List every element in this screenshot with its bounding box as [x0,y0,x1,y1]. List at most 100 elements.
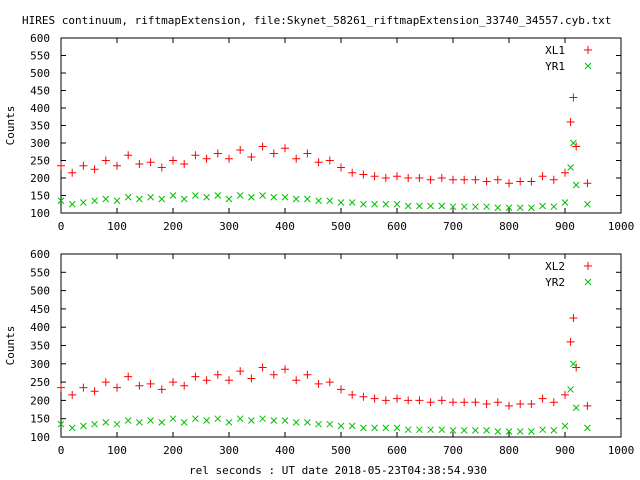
data-point [416,202,423,210]
y-tick-label: 250 [30,376,50,389]
data-point [270,417,278,424]
data-point [472,203,479,211]
data-point [381,174,390,182]
y-tick-label: 500 [30,67,50,80]
data-point [516,204,524,212]
data-point [147,193,154,201]
data-point [561,390,569,399]
data-point [180,160,189,168]
data-point [359,170,368,179]
data-point [584,424,591,432]
data-point [248,193,255,201]
data-point [158,419,166,426]
y-axis-label: Counts [4,326,17,366]
data-point [68,168,77,177]
data-point [505,204,513,212]
data-point [270,193,278,201]
y-tick-label: 350 [30,120,50,133]
data-point [202,154,211,163]
data-point [493,175,502,184]
data-point [449,175,457,184]
data-point [404,426,412,434]
top-panel: 0 100 200 300 400 500 600 700 800 900 1000 100 150 20… [4,32,634,233]
y-axis-label: Counts [4,106,17,146]
data-point [113,383,121,392]
y-tick-label: 100 [30,207,50,220]
legend-marker [584,62,592,70]
data-point [192,192,199,199]
data-point [79,383,88,392]
data-point [539,202,546,210]
data-point [136,195,143,203]
data-point [427,426,434,434]
data-point [348,390,357,399]
legend-marker [584,46,592,54]
data-point [472,427,479,434]
data-point [269,149,278,158]
data-point [584,200,591,208]
data-point [471,175,480,184]
data-point [549,398,558,407]
data-point [124,193,132,201]
data-point [57,197,65,205]
data-point [314,158,323,167]
data-point [538,394,547,403]
data-point [382,424,390,432]
data-point [304,419,311,426]
data-point [359,392,368,401]
data-point [382,200,390,208]
data-point [281,144,289,153]
x-tick-label: 100 [107,220,127,233]
data-point [113,197,121,205]
x-tick-label: 500 [331,220,351,233]
data-point [91,197,98,205]
chart-title: HIRES continuum, riftmapExtension, file:… [22,14,611,27]
y-tick-label: 600 [30,248,50,261]
data-point [393,424,401,432]
x-tick-label: 400 [275,220,295,233]
data-point [281,417,289,424]
data-point [438,426,446,434]
data-point [567,386,574,393]
x-tick-label: 100 [107,444,127,457]
data-point [225,419,233,426]
data-point [158,195,166,203]
data-point [147,417,154,424]
data-point [236,146,245,154]
data-point [583,401,592,410]
legend-label: XL1 [545,44,565,57]
data-point [169,156,177,165]
data-point [304,195,311,203]
data-point [314,379,323,388]
data-point [460,203,468,211]
y-tick-label: 200 [30,172,50,185]
data-point [225,154,233,163]
data-point [528,428,535,435]
y-tick-label: 300 [30,137,50,150]
data-point [202,376,211,385]
data-point [259,415,266,423]
data-point [561,168,569,177]
data-point [570,139,577,147]
data-point [292,154,301,163]
data-point [348,422,356,430]
x-tick-label: 600 [387,444,407,457]
x-tick-label: 1000 [608,444,635,457]
x-tick-label: 800 [499,444,519,457]
data-point [550,427,558,434]
data-point [325,378,334,387]
data-point [124,372,133,381]
data-point [113,420,121,428]
data-point [113,161,121,170]
series-XL2 [57,314,592,410]
x-axis-label: rel seconds : UT date 2018-05-23T04:38:5… [189,464,487,477]
x-tick-label: 900 [555,444,575,457]
data-point [415,174,424,182]
data-point [248,417,255,424]
data-point [483,203,490,211]
data-point [569,314,578,323]
data-point [449,427,457,434]
data-point [371,424,378,432]
data-point [303,370,312,379]
